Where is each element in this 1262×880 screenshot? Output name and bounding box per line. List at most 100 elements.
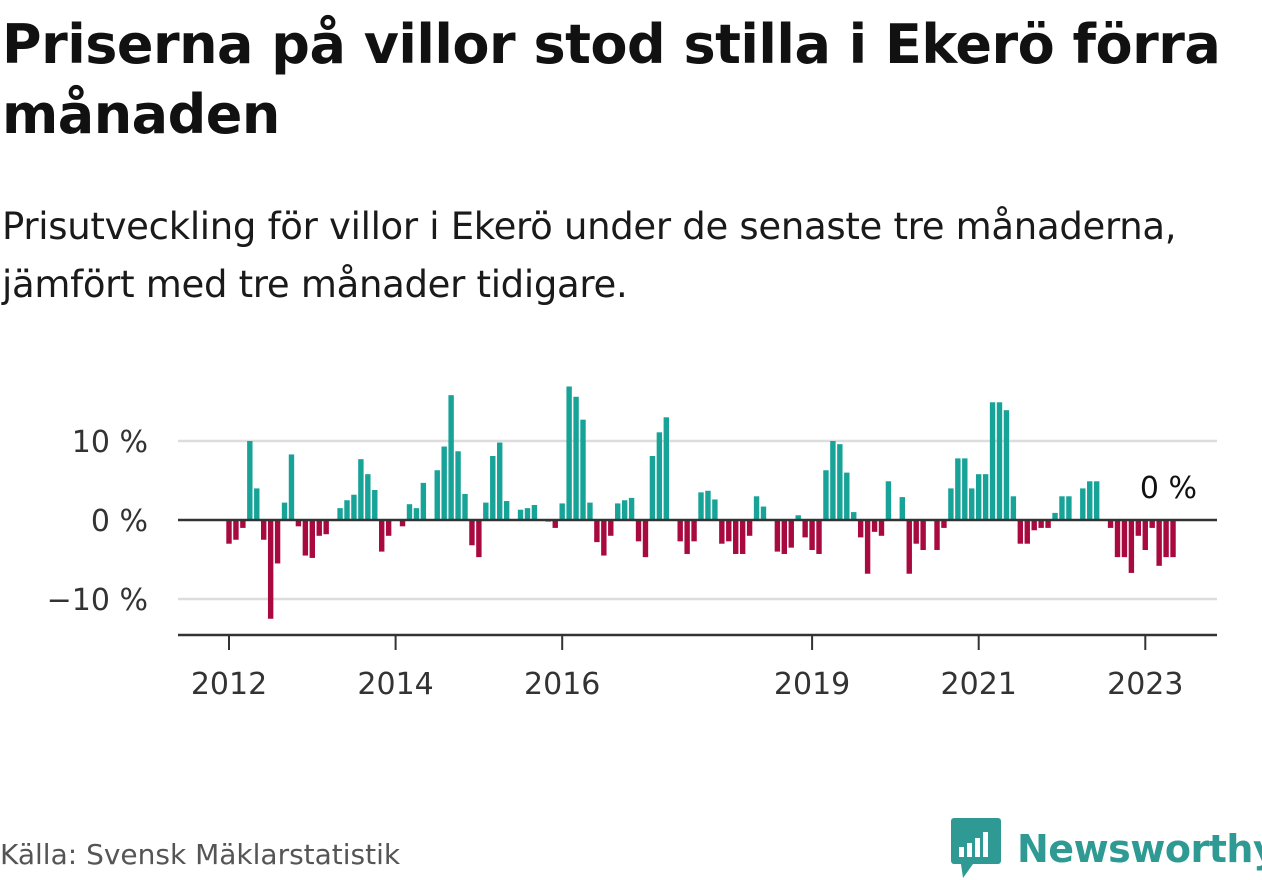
bars [226, 386, 1176, 619]
bar [365, 474, 371, 520]
bar [969, 488, 975, 520]
bar [1059, 496, 1065, 520]
bar [712, 499, 718, 520]
chart-title: Priserna på villor stod stilla i Ekerö f… [2, 13, 1221, 146]
bar [594, 520, 600, 543]
bar [864, 520, 871, 574]
bar [288, 454, 295, 520]
bar-chart: 10 % 0 % −10 % 2012 2014 2016 2019 2021 2023 0 … [47, 386, 1217, 702]
bar [920, 520, 926, 551]
bar [524, 508, 531, 520]
bar [982, 474, 989, 520]
bar [809, 520, 815, 551]
bar [844, 472, 850, 520]
bar [406, 504, 413, 520]
bar [816, 520, 822, 554]
bar [448, 395, 454, 520]
bar [837, 444, 843, 520]
bar [621, 500, 628, 520]
bar [420, 482, 427, 520]
bar [517, 509, 524, 520]
bar [587, 502, 593, 520]
bar [857, 520, 864, 538]
bar [476, 520, 482, 558]
y-tick-label: −10 % [47, 583, 148, 618]
bar [351, 494, 357, 520]
bar [358, 459, 364, 520]
x-tick-label: 2016 [524, 667, 600, 702]
bar [1066, 496, 1072, 520]
bar [760, 506, 767, 520]
bar [1107, 520, 1114, 528]
bar [337, 508, 343, 520]
bar [1017, 520, 1024, 544]
x-tick-label: 2014 [357, 667, 433, 702]
bar [871, 520, 878, 532]
bar [1170, 520, 1176, 558]
bar [691, 520, 697, 542]
bar [281, 502, 288, 520]
bar [261, 520, 267, 540]
chart-subtitle: Prisutveckling för villor i Ekerö under … [2, 205, 1177, 306]
bar [233, 520, 239, 540]
bar [684, 520, 690, 554]
y-axis-labels: 10 % 0 % −10 % [47, 425, 148, 618]
bar [323, 520, 329, 535]
bar [1087, 481, 1093, 520]
gridlines [178, 439, 1217, 601]
bar [899, 497, 906, 520]
y-tick-label: 10 % [72, 425, 148, 460]
bar [677, 520, 683, 542]
bar [851, 512, 857, 520]
bar [399, 520, 406, 527]
bar [580, 419, 586, 520]
bar [795, 515, 801, 520]
bar [267, 520, 274, 619]
bar [344, 500, 350, 520]
bar [705, 490, 711, 520]
bar [913, 520, 919, 544]
bar [462, 493, 468, 520]
bar [469, 520, 475, 546]
bar [559, 503, 565, 520]
bar [601, 520, 607, 556]
bar [608, 520, 614, 536]
bar [781, 520, 788, 554]
x-tick-label: 2021 [941, 667, 1017, 702]
bar [753, 496, 760, 520]
bar [413, 508, 420, 520]
x-axis-ticks: 2012 2014 2016 2019 2021 2023 [191, 635, 1183, 702]
x-tick-label: 2023 [1107, 667, 1183, 702]
bar [274, 520, 281, 564]
bar [788, 520, 794, 548]
bar [302, 520, 309, 556]
bar [698, 492, 704, 520]
bar [1003, 410, 1010, 520]
bar [379, 520, 385, 552]
bar [247, 441, 253, 520]
x-tick-label: 2019 [774, 667, 850, 702]
bar [656, 432, 663, 520]
bar [642, 520, 649, 558]
bar [628, 497, 635, 520]
bar [434, 470, 440, 520]
bar [566, 386, 572, 520]
bar [441, 446, 447, 520]
bar [1163, 520, 1169, 558]
bar [1128, 520, 1135, 573]
bar [719, 520, 725, 544]
bar [1024, 520, 1030, 544]
bar [726, 520, 732, 542]
source-note: Källa: Svensk Mäklarstatistik [0, 838, 401, 871]
bar [635, 520, 642, 542]
y-tick-label: 0 % [91, 504, 148, 539]
bar [1031, 520, 1037, 531]
bar [309, 520, 315, 558]
bar [1010, 496, 1017, 520]
brand-name: Newsworthy [1017, 827, 1262, 871]
bar [941, 520, 947, 528]
bar [1052, 512, 1058, 520]
bar [1156, 520, 1162, 566]
bar [955, 458, 961, 520]
bar [1093, 481, 1100, 520]
